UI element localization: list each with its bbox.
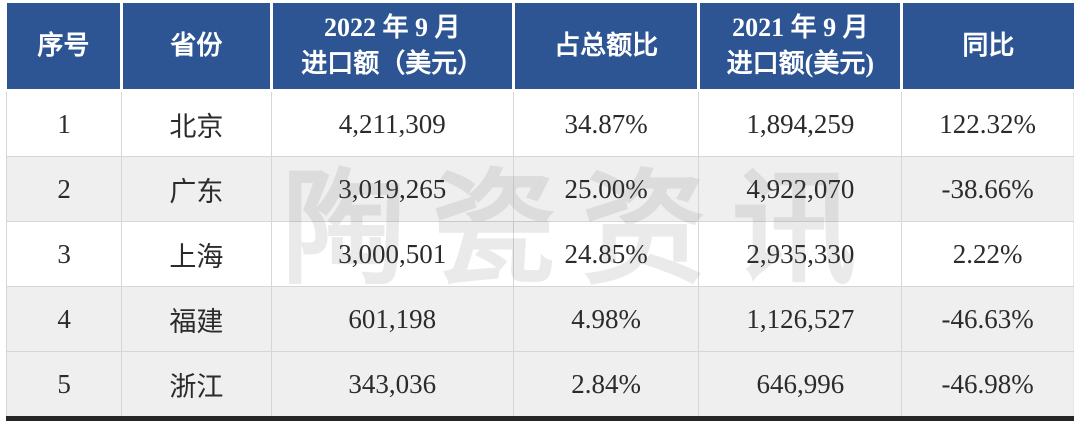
cell-index: 5	[5, 351, 123, 416]
cell-province: 浙江	[121, 351, 272, 416]
cell-province: 上海	[121, 221, 272, 287]
cell-imports-2022: 4,211,309	[271, 90, 514, 157]
table-row: 1 北京 4,211,309 34.87% 1,894,259 122.32%	[5, 90, 1074, 157]
cell-yoy: -46.98%	[901, 351, 1074, 416]
table-row: 4 福建 601,198 4.98% 1,126,527 -46.63%	[5, 286, 1074, 352]
cell-yoy: -46.63%	[901, 286, 1074, 352]
cell-index: 1	[5, 90, 123, 157]
cell-index: 4	[5, 286, 123, 352]
col-header-imports-2022-line1: 2022 年 9 月	[323, 12, 461, 42]
col-header-imports-2021-line1: 2021 年 9 月	[732, 12, 869, 42]
cell-imports-2022: 343,036	[271, 351, 514, 416]
cell-province: 福建	[121, 286, 272, 352]
col-header-imports-2021-line2: 进口额(美元)	[726, 49, 874, 78]
col-header-share: 占总额比	[513, 3, 701, 92]
cell-yoy: -38.66%	[901, 156, 1074, 222]
cell-imports-2021: 646,996	[698, 351, 903, 416]
cell-imports-2022: 3,019,265	[271, 156, 514, 222]
cell-share: 24.85%	[513, 221, 700, 287]
cell-province: 北京	[121, 90, 272, 157]
cell-index: 3	[5, 221, 123, 287]
col-header-imports-2022: 2022 年 9 月 进口额（美元）	[271, 3, 515, 92]
cell-imports-2022: 3,000,501	[271, 221, 514, 287]
cell-yoy: 2.22%	[901, 221, 1074, 287]
col-header-imports-2022-line2: 进口额（美元）	[301, 49, 484, 78]
cell-imports-2021: 2,935,330	[698, 221, 903, 287]
cell-index: 2	[5, 156, 123, 222]
cell-share: 4.98%	[513, 286, 700, 352]
cell-share: 34.87%	[513, 90, 700, 157]
col-header-yoy: 同比	[901, 3, 1074, 92]
col-header-province: 省份	[121, 3, 273, 92]
cell-share: 25.00%	[513, 156, 700, 222]
col-header-index: 序号	[6, 3, 124, 92]
cell-imports-2021: 1,894,259	[698, 90, 903, 157]
cell-province: 广东	[121, 156, 272, 222]
table-bottom-border	[6, 416, 1074, 421]
cell-imports-2021: 1,126,527	[698, 286, 903, 352]
cell-share: 2.84%	[513, 351, 700, 416]
cell-yoy: 122.32%	[901, 90, 1074, 157]
header-row: 序号 省份 2022 年 9 月 进口额（美元） 占总额比 2021 年 9 月…	[6, 3, 1074, 92]
province-import-table: 序号 省份 2022 年 9 月 进口额（美元） 占总额比 2021 年 9 月…	[5, 3, 1074, 416]
col-header-imports-2021: 2021 年 9 月 进口额(美元)	[698, 3, 904, 92]
table-row: 2 广东 3,019,265 25.00% 4,922,070 -38.66%	[5, 156, 1074, 222]
cell-imports-2021: 4,922,070	[698, 156, 903, 222]
table-row: 3 上海 3,000,501 24.85% 2,935,330 2.22%	[5, 221, 1074, 287]
cell-imports-2022: 601,198	[271, 286, 514, 352]
table-row: 5 浙江 343,036 2.84% 646,996 -46.98%	[5, 351, 1074, 416]
